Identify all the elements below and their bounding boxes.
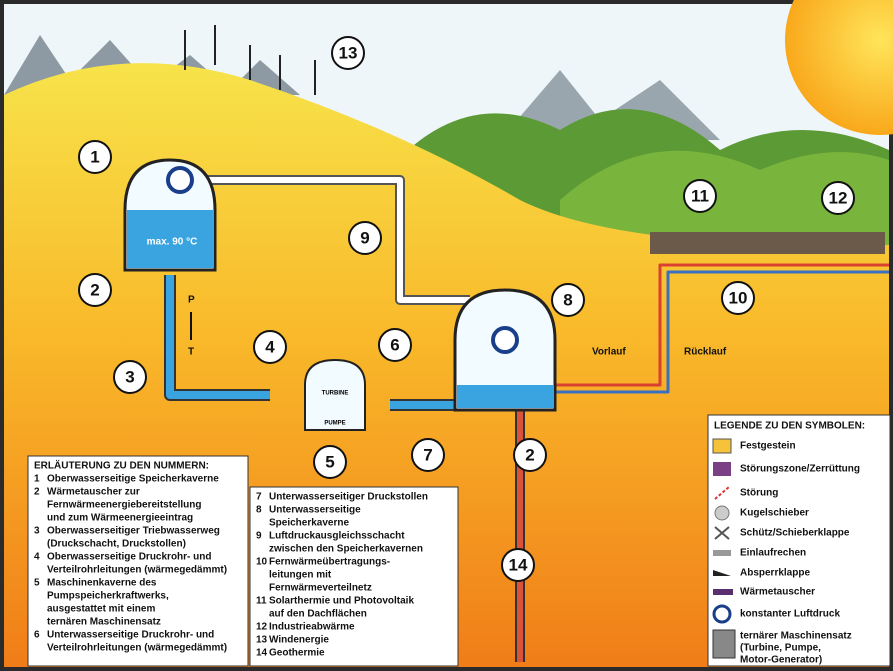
- entry-text: Fernwärmeverteilnetz: [269, 583, 372, 594]
- legend-label: konstanter Luftdruck: [740, 609, 840, 620]
- explanation-title: ERLÄUTERUNG ZU DEN NUMMERN:: [34, 459, 209, 472]
- marker-number: 5: [325, 452, 334, 471]
- entry-text: (Druckschacht, Druckstollen): [47, 539, 186, 550]
- entry-text: Solarthermie und Photovoltaik: [269, 596, 414, 607]
- marker-number: 14: [509, 555, 528, 574]
- marker-number: 11: [691, 186, 709, 205]
- entry-text: Verteilrohrleitungen (wärmegedämmt): [47, 565, 227, 576]
- marker-number: 10: [729, 288, 748, 307]
- entry-number: 13: [256, 635, 268, 646]
- legend-label: Störungszone/Zerrüttung: [740, 464, 860, 475]
- entry-text: Oberwasserseitige Druckrohr- und: [47, 552, 212, 563]
- pressure-gauge: [493, 328, 517, 352]
- legend-label: Absperrklappe: [740, 568, 810, 579]
- legend-label: Motor-Generator): [740, 655, 822, 666]
- entry-number: 12: [256, 622, 268, 633]
- legend-icon: [713, 589, 733, 595]
- entry-text: leitungen mit: [269, 570, 332, 581]
- entry-number: 3: [34, 526, 40, 537]
- entry-number: 8: [256, 505, 262, 516]
- legend-icon: [715, 506, 729, 520]
- marker-number: 12: [829, 188, 848, 207]
- marker-number: 2: [90, 280, 99, 299]
- entry-text: Unterwasserseitiger Druckstollen: [269, 492, 428, 503]
- entry-text: Fernwärmeübertragungs-: [269, 557, 390, 568]
- entry-text: Geothermie: [269, 648, 325, 659]
- t-label: T: [188, 347, 194, 358]
- entry-number: 7: [256, 492, 262, 503]
- town: [650, 232, 885, 254]
- entry-number: 6: [34, 630, 40, 641]
- pressure-gauge: [168, 168, 192, 192]
- entry-number: 4: [34, 552, 40, 563]
- legend-icon: [713, 550, 731, 556]
- legend-label: Einlaufrechen: [740, 548, 806, 559]
- pump-label: PUMPE: [324, 421, 345, 427]
- marker-number: 2: [525, 445, 534, 464]
- entry-text: und zum Wärmeenergieeintrag: [47, 513, 193, 524]
- ruecklauf-label: Rücklauf: [684, 347, 727, 358]
- entry-text: Industrieabwärme: [269, 622, 355, 633]
- entry-text: Verteilrohrleitungen (wärmegedämmt): [47, 643, 227, 654]
- marker-number: 4: [265, 337, 275, 356]
- diagram: TURBINE PUMPE max. 90 °C P T Vorlauf Rüc…: [0, 0, 893, 671]
- lower-water: [457, 385, 553, 408]
- legend-icon: [713, 462, 731, 476]
- legend-label: ternärer Maschinensatz: [740, 631, 852, 642]
- max-temp: max. 90 °C: [147, 237, 198, 248]
- entry-text: Speicherkaverne: [269, 518, 349, 529]
- legend-box: [708, 415, 890, 666]
- entry-text: Luftdruckausgleichsschacht: [269, 531, 405, 542]
- entry-number: 9: [256, 531, 262, 542]
- entry-text: ausgestattet mit einem: [47, 604, 155, 615]
- legend-icon: [713, 439, 731, 453]
- entry-text: Oberwasserseitige Speicherkaverne: [47, 474, 219, 485]
- entry-number: 10: [256, 557, 268, 568]
- legend-icon: [713, 630, 735, 658]
- marker-number: 1: [90, 147, 99, 166]
- legend-label: Störung: [740, 488, 778, 499]
- entry-text: Unterwasserseitige: [269, 505, 361, 516]
- marker-number: 13: [339, 43, 358, 62]
- vorlauf-label: Vorlauf: [592, 347, 626, 358]
- turbine-label: TURBINE: [322, 391, 349, 397]
- entry-number: 2: [34, 487, 40, 498]
- entry-text: ternären Maschinensatz: [47, 617, 161, 628]
- marker-number: 7: [423, 445, 432, 464]
- entry-text: Oberwasserseitiger Triebwasserweg: [47, 526, 220, 537]
- entry-text: Maschinenkaverne des: [47, 578, 157, 589]
- legend-label: Schütz/Schieberklappe: [740, 528, 850, 539]
- entry-number: 5: [34, 578, 40, 589]
- marker-number: 8: [563, 290, 572, 309]
- legend-icon: [714, 606, 730, 622]
- legend-label: Kugelschieber: [740, 508, 809, 519]
- marker-number: 6: [390, 335, 399, 354]
- entry-text: zwischen den Speicherkavernen: [269, 544, 423, 555]
- entry-text: Unterwasserseitige Druckrohr- und: [47, 630, 214, 641]
- legend-label: Festgestein: [740, 441, 796, 452]
- entry-number: 11: [256, 596, 267, 607]
- entry-text: Windenergie: [269, 635, 329, 646]
- legend-label: Wärmetauscher: [740, 587, 815, 598]
- legend-title: LEGENDE ZU DEN SYMBOLEN:: [714, 421, 865, 432]
- entry-number: 1: [34, 474, 40, 485]
- entry-number: 14: [256, 648, 268, 659]
- marker-number: 3: [125, 367, 134, 386]
- entry-text: Fernwärmeenergiebereitstellung: [47, 500, 202, 511]
- p-label: P: [188, 295, 195, 306]
- entry-text: Wärmetauscher zur: [47, 487, 140, 498]
- entry-text: auf den Dachflächen: [269, 609, 367, 620]
- marker-number: 9: [360, 228, 369, 247]
- legend-label: (Turbine, Pumpe,: [740, 643, 821, 654]
- entry-text: Pumpspeicherkraftwerks,: [47, 591, 169, 602]
